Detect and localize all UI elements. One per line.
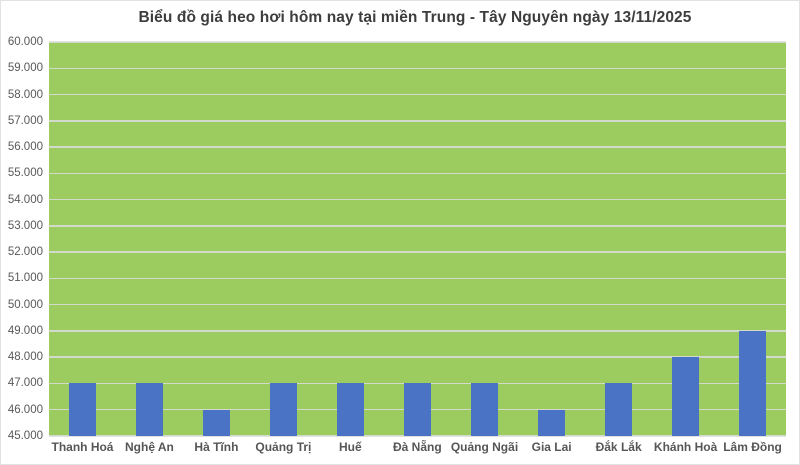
y-axis-tick-label: 45.000: [7, 430, 43, 442]
y-axis-tick-label: 48.000: [7, 351, 43, 364]
x-axis-label: Quảng Ngãi: [450, 440, 519, 454]
bar-series: [49, 42, 786, 436]
gridline: [49, 251, 786, 253]
y-axis-tick-label: 60.000: [7, 36, 43, 48]
gridline: [49, 225, 786, 227]
bar-Đà Nẵng: [403, 383, 432, 436]
bar-slot: [719, 42, 786, 436]
y-axis-tick-label: 57.000: [7, 114, 43, 127]
gridline: [49, 382, 786, 385]
y-axis-tick-label: 54.000: [7, 193, 43, 206]
x-axis-label: Quảng Trị: [255, 440, 312, 454]
gridline: [49, 303, 786, 306]
gridline: [49, 356, 786, 358]
y-axis-tick-label: 53.000: [7, 219, 43, 232]
bar-Quảng Trị: [269, 383, 298, 436]
y-axis-tick-label: 55.000: [7, 167, 43, 180]
y-axis-tick-label: 58.000: [7, 88, 43, 101]
y-axis-tick-label: 46.000: [7, 403, 43, 416]
gridline: [49, 120, 786, 122]
bar-Gia Lai: [537, 409, 566, 436]
bar-Hà Tĩnh: [202, 409, 231, 436]
x-axis-label: Gia Lai: [531, 440, 572, 454]
y-axis-tick-label: 52.000: [7, 246, 43, 259]
bar-slot: [183, 42, 250, 436]
bar-slot: [384, 42, 451, 436]
chart-title: Biểu đồ giá heo hơi hôm nay tại miền Tru…: [138, 9, 692, 26]
plot-area: [49, 41, 786, 437]
bar-slot: [451, 42, 518, 436]
bar-slot: [116, 42, 183, 436]
bar-Đắk Lắk: [604, 383, 633, 436]
x-axis-label: Đà Nẵng: [392, 440, 442, 454]
gridline: [49, 277, 786, 280]
x-axis-label: Huế: [339, 440, 362, 454]
gridline: [49, 146, 786, 148]
gridline: [49, 330, 786, 332]
y-axis-tick-label: 51.000: [7, 272, 43, 285]
y-axis-tick-label: 50.000: [7, 298, 43, 311]
y-axis-tick-label: 59.000: [7, 62, 43, 75]
bar-Thanh Hoá: [68, 383, 97, 436]
bar-Quảng Ngãi: [470, 383, 499, 436]
gridline: [49, 41, 786, 43]
x-axis-label: Khánh Hoà: [653, 440, 718, 454]
bar-Lâm Đồng: [738, 330, 767, 436]
y-axis-tick-label: 56.000: [7, 141, 43, 154]
x-axis-label: Thanh Hoá: [51, 440, 114, 454]
gridline: [49, 435, 786, 437]
gridline: [49, 198, 786, 201]
bar-slot: [317, 42, 384, 436]
y-axis-tick-label: 49.000: [7, 324, 43, 337]
bar-slot: [250, 42, 317, 436]
x-axis: Thanh Hoá Nghệ An Hà Tĩnh Quảng Trị Huế Đà Nẵ…: [49, 440, 786, 454]
bar-slot: [585, 42, 652, 436]
x-axis-label: Đắk Lắk: [595, 440, 642, 454]
gridline: [49, 172, 786, 175]
bar-slot: [652, 42, 719, 436]
x-axis-label: Hà Tĩnh: [194, 440, 239, 454]
x-axis-label: Lâm Đồng: [723, 440, 782, 454]
bar-Khánh Hoà: [671, 357, 700, 436]
gridline: [49, 67, 786, 70]
bar-slot: [518, 42, 585, 436]
y-axis: 45.000 46.000 47.000 48.000 49.000 50.000 51.0…: [1, 36, 43, 442]
bar-Nghệ An: [135, 383, 164, 436]
x-axis-label: Nghệ An: [125, 440, 174, 454]
bar-Huế: [336, 383, 365, 436]
bar-slot: [49, 42, 116, 436]
gridline: [49, 93, 786, 96]
y-axis-tick-label: 47.000: [7, 377, 43, 390]
